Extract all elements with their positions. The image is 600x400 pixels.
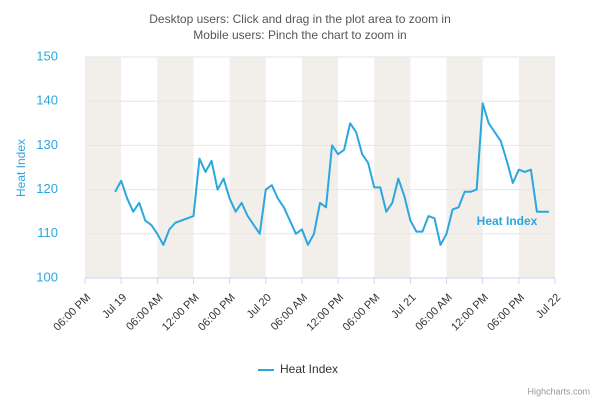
x-tick-label: 12:00 PM	[304, 292, 346, 334]
y-tick-label: 120	[36, 181, 58, 196]
plot-band	[157, 57, 194, 278]
x-tick-label: 06:00 PM	[196, 292, 238, 334]
x-tick-label: 06:00 AM	[269, 292, 310, 333]
chart-title: Desktop users: Click and drag in the plo…	[149, 12, 451, 26]
x-tick-label: 06:00 PM	[485, 292, 527, 334]
x-tick-label: Jul 20	[245, 292, 274, 321]
y-tick-label: 150	[36, 48, 58, 63]
chart-subtitle: Mobile users: Pinch the chart to zoom in	[193, 28, 406, 42]
x-tick-label: 06:00 PM	[341, 292, 383, 334]
legend-label: Heat Index	[280, 362, 338, 376]
plot-band	[85, 57, 122, 278]
y-tick-label: 130	[36, 137, 58, 152]
credits: Highcharts.com	[527, 386, 590, 396]
y-tick-label: 140	[36, 93, 58, 108]
line	[114, 102, 549, 246]
x-tick-label: 06:00 AM	[413, 292, 454, 333]
plot-band	[518, 57, 555, 278]
x-tick-label: Jul 21	[389, 292, 418, 321]
plot-band	[374, 57, 411, 278]
x-tick-label: 06:00 AM	[124, 292, 165, 333]
x-tick-label: Jul 22	[534, 292, 563, 321]
x-tick-label: 06:00 PM	[51, 292, 93, 334]
x-tick-label: 12:00 PM	[160, 292, 202, 334]
y-tick-label: 110	[37, 225, 58, 240]
plot-band	[446, 57, 483, 278]
y-tick-label: 100	[36, 269, 58, 284]
x-tick-label: Jul 19	[100, 292, 129, 321]
x-tick-label: 12:00 PM	[449, 292, 491, 334]
y-axis-title: Heat Index	[14, 139, 28, 197]
plot-band	[301, 57, 339, 278]
plot-band	[229, 57, 266, 278]
series-label: Heat Index	[477, 214, 538, 228]
